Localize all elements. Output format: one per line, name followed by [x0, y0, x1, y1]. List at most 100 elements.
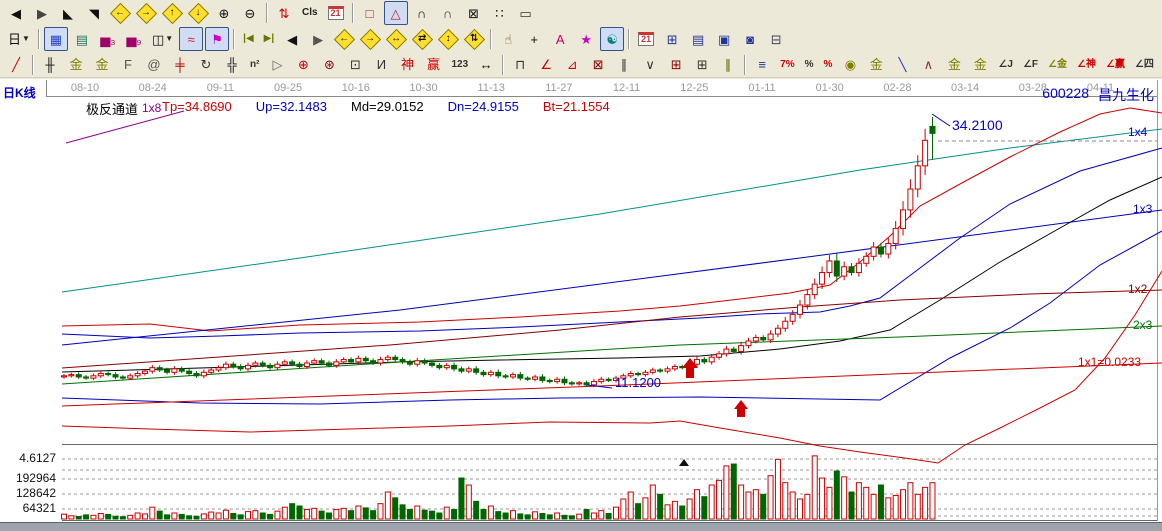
hand-drag-icon[interactable]: ☝ [504, 31, 513, 47]
expand-vertical-icon[interactable]: ↕ [436, 27, 460, 51]
expand-horizontal-icon[interactable]: ↔ [384, 27, 408, 51]
width-measure-icon[interactable]: ↔ [479, 57, 493, 72]
indicator-header: 极反通道 Tp=34.8690 Up=32.1483 Md=29.0152 Dn=24… [86, 99, 610, 118]
golden-line-icon[interactable]: 金 [869, 57, 883, 72]
arc-draw-tool-icon[interactable]: ∩ [416, 5, 427, 21]
scroll-left-icon[interactable]: ← [108, 1, 132, 25]
notes-icon[interactable]: ▤ [692, 31, 705, 47]
calculator-icon[interactable]: ⊞ [666, 31, 678, 47]
speed-fan-icon[interactable]: ∠ [540, 57, 552, 72]
chart-window-icon[interactable]: ▦ [43, 27, 68, 51]
zigzag-icon[interactable]: ∨ [645, 57, 655, 72]
export-disk-icon[interactable]: ◙ [746, 31, 755, 47]
golden-circle-icon[interactable]: ◉ [844, 57, 857, 72]
first-bar-icon[interactable]: |◀ [243, 33, 254, 44]
cycle-circle-icon[interactable]: ↻ [200, 57, 212, 72]
percent-line-icon[interactable]: % [823, 58, 833, 70]
bottom-scrollbar-strip[interactable] [0, 522, 1162, 531]
ying-tool-icon[interactable]: 赢 [426, 57, 440, 72]
percent-change-icon[interactable]: 7% [780, 58, 795, 70]
annotate-text-icon[interactable]: A [555, 31, 565, 47]
scroll-down-icon[interactable]: ↓ [186, 1, 210, 25]
arc2-draw-tool-icon[interactable]: ∩ [442, 5, 453, 21]
stock-title: 600228 昌九生化 [1042, 85, 1154, 105]
ruler-123-icon[interactable]: 123 [451, 58, 469, 70]
golden-ratio2-icon[interactable]: 金 [95, 57, 109, 72]
shen-tool-icon[interactable]: 神 [400, 57, 414, 72]
compress-vertical-icon[interactable]: ⇅ [462, 27, 486, 51]
calendar2-icon[interactable]: 21 [634, 27, 658, 51]
pattern-overlay-icon[interactable]: ≈ [179, 27, 204, 51]
parallel-lines-icon[interactable]: ∥ [724, 57, 732, 72]
chart-canvas[interactable] [0, 79, 1162, 522]
angle-si-icon[interactable]: ∠四 [1134, 58, 1154, 70]
toolbar-drawing-tools: ╱ ╫ 金金 F @ ╪ ↻ ╬ n² ▷ ⊕ ⊛ ⊡ И 神赢 123 ↔ ⊓ ∠ ⊿ ⊠ ∥ ∨ ⊞ ⊞ ∥ ≡ 7%%% ◉ 金 ╲ ∧… [0, 52, 1162, 78]
trend-fan-icon[interactable]: ∥ [620, 57, 628, 72]
draw-pen-icon[interactable]: ╱ [12, 57, 20, 72]
angle-f-icon[interactable]: ∠F [1022, 58, 1039, 70]
gann-hash-line-icon[interactable]: ╫ [45, 57, 55, 72]
zoom-out-icon[interactable]: ⊖ [244, 5, 256, 21]
next-bar-icon[interactable]: ▶ [313, 31, 324, 47]
save-icon[interactable]: ▣ [718, 31, 731, 47]
fan-box-icon[interactable]: ⊿ [566, 57, 578, 72]
close-label-button[interactable]: Cls [302, 7, 318, 18]
wave-a-icon[interactable]: ∧ [923, 57, 934, 72]
n-square-icon[interactable]: n² [250, 58, 260, 70]
pan-left-icon[interactable]: ← [332, 27, 356, 51]
pan-right-icon[interactable]: → [358, 27, 382, 51]
page-left-icon[interactable]: ◣ [63, 5, 73, 21]
flag-signal-icon[interactable]: ⚑ [205, 27, 230, 51]
mirror-tool-icon[interactable]: ▷ [272, 57, 283, 72]
spider-web-icon[interactable]: ⊛ [324, 57, 335, 72]
last-bar-icon[interactable]: ▶| [263, 33, 275, 44]
scroll-right-icon[interactable]: → [134, 1, 158, 25]
box-x-tool-icon[interactable]: ⊠ [468, 5, 480, 21]
period-lines-icon[interactable]: ╬ [227, 57, 237, 72]
compress-horizontal-icon[interactable]: ⇄ [410, 27, 434, 51]
page-right-icon[interactable]: ◥ [89, 5, 99, 21]
step-back-icon[interactable]: ◀ [11, 5, 21, 21]
angle-shen-icon[interactable]: ∠神 [1076, 58, 1096, 70]
info-document-icon[interactable]: ▤ [75, 31, 89, 47]
golden-section-icon[interactable]: 金 [69, 57, 83, 72]
grid-box-icon[interactable]: ⊞ [670, 57, 682, 72]
smart-analysis-icon[interactable]: ☯ [600, 27, 625, 51]
presentation-icon[interactable]: ▭ [519, 5, 532, 21]
angle-gold-icon[interactable]: ∠金 [1048, 58, 1067, 70]
angle-j-icon[interactable]: ∠J [998, 58, 1013, 70]
step-forward-icon[interactable]: ▶ [37, 5, 47, 21]
angle-ying-icon[interactable]: ∠赢 [1105, 58, 1125, 70]
rect-draw-tool-icon[interactable]: □ [365, 5, 374, 21]
minute-3-chart-icon[interactable]: ▅₃ [100, 31, 116, 47]
web-box-icon[interactable]: ⊡ [350, 57, 361, 72]
grid-box2-icon[interactable]: ⊞ [696, 57, 708, 72]
minute-9-chart-icon[interactable]: ▅₉ [126, 31, 142, 47]
gold-underline-icon[interactable]: 金 [973, 57, 987, 72]
star-tool-icon[interactable]: ★ [580, 31, 592, 47]
prev-bar-icon[interactable]: ◀ [287, 31, 298, 47]
print-icon[interactable]: ⊟ [770, 31, 782, 47]
period-day-dropdown[interactable]: 日 ▼ [8, 31, 30, 47]
stats-list-icon[interactable]: ≡ [758, 57, 766, 72]
updown-range-icon[interactable]: ⇅ [278, 5, 290, 21]
zoom-in-icon[interactable]: ⊕ [218, 5, 230, 21]
indicator-value: Tp=34.8690 [162, 99, 232, 114]
blue-pen-icon[interactable]: ╲ [898, 57, 907, 72]
crosshair-icon[interactable]: + [530, 31, 538, 47]
gann-box-icon[interactable]: ⊠ [592, 57, 604, 72]
spiral-tool-icon[interactable]: @ [147, 57, 161, 72]
percent-icon[interactable]: % [804, 58, 814, 70]
toolbar-separator [266, 3, 268, 23]
triangle-draw-tool-icon[interactable]: △ [383, 1, 408, 25]
wave-mark-icon[interactable]: И [376, 57, 387, 72]
fibonacci-line-icon[interactable]: F [124, 57, 132, 72]
scroll-up-icon[interactable]: ↑ [160, 1, 184, 25]
box-range-icon[interactable]: ⊓ [515, 57, 526, 72]
crosshair-target-icon[interactable]: ⊕ [298, 57, 309, 72]
center-mark-tool-icon[interactable]: ∷ [495, 5, 504, 21]
candle-style-dropdown[interactable]: ◫ ▼ [151, 31, 174, 47]
calendar-icon[interactable]: 21 [324, 1, 348, 25]
gold-channel-icon[interactable]: 金 [947, 57, 961, 72]
pen-measure-icon[interactable]: ╪ [175, 57, 185, 72]
